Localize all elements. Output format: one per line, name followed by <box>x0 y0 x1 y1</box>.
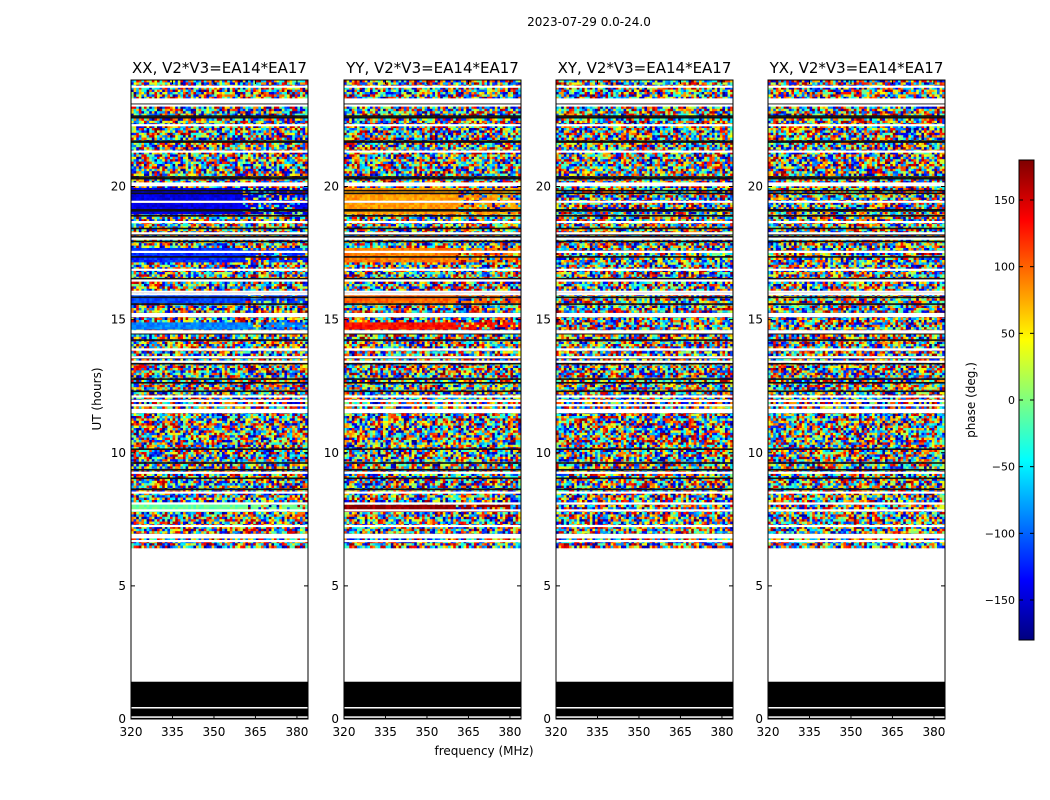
x-tick-label: 380 <box>498 725 521 739</box>
y-tick-label: 5 <box>118 579 126 593</box>
x-tick-label: 350 <box>628 725 651 739</box>
panel-3: XY, V2*V3=EA14*EA17 320 335 350 365 380 0 5 10 15… <box>536 59 734 739</box>
heatmap-cells <box>131 80 308 548</box>
y-tick-label: 10 <box>324 446 339 460</box>
colorbar: −150 −100 −50 0 50 100 150 <box>985 160 1034 640</box>
y-tick-label: 20 <box>748 180 763 194</box>
y-tick-label: 0 <box>118 712 126 726</box>
panel-1: XX, V2*V3=EA14*EA17 320 335 350 365 380 0 5 10 15… <box>111 59 309 739</box>
x-tick-label: 350 <box>203 725 226 739</box>
panel-2: YY, V2*V3=EA14*EA17 320 335 350 365 380 0 5 10 15… <box>324 59 522 739</box>
x-tick-label: 335 <box>374 725 397 739</box>
x-tick-label: 335 <box>798 725 821 739</box>
heatmap-cells <box>344 80 521 548</box>
x-tick-label: 320 <box>120 725 143 739</box>
y-tick-label: 15 <box>111 313 126 327</box>
figure-suptitle: 2023-07-29 0.0-24.0 <box>527 15 651 29</box>
y-tick-label: 5 <box>543 579 551 593</box>
y-tick-label: 20 <box>111 180 126 194</box>
y-tick-label: 15 <box>324 313 339 327</box>
colorbar-label: phase (deg.) <box>964 362 978 438</box>
x-tick-label: 350 <box>840 725 863 739</box>
panel-title: XY, V2*V3=EA14*EA17 <box>558 59 732 77</box>
flagged-region <box>344 682 521 719</box>
colorbar-tick-label: 50 <box>1001 327 1015 340</box>
colorbar-tick-label: 0 <box>1008 394 1015 407</box>
y-tick-label: 10 <box>536 446 551 460</box>
colorbar-tick-label: 150 <box>994 194 1015 207</box>
panel-title: YY, V2*V3=EA14*EA17 <box>345 59 519 77</box>
x-axis-label: frequency (MHz) <box>434 744 533 758</box>
x-tick-label: 365 <box>881 725 904 739</box>
panel-title: YX, V2*V3=EA14*EA17 <box>769 59 944 77</box>
x-tick-label: 335 <box>161 725 184 739</box>
colorbar-tick-label: −50 <box>992 461 1015 474</box>
x-tick-label: 380 <box>710 725 733 739</box>
flagged-region <box>768 682 945 719</box>
y-axis-label: UT (hours) <box>90 367 104 430</box>
x-tick-label: 320 <box>545 725 568 739</box>
colorbar-tick-label: −150 <box>985 594 1015 607</box>
panel-title: XX, V2*V3=EA14*EA17 <box>132 59 307 77</box>
x-tick-label: 380 <box>285 725 308 739</box>
x-tick-label: 365 <box>669 725 692 739</box>
y-tick-label: 5 <box>331 579 339 593</box>
y-tick-label: 15 <box>536 313 551 327</box>
x-tick-label: 365 <box>244 725 267 739</box>
heatmap-cells <box>556 80 733 548</box>
y-tick-label: 20 <box>324 180 339 194</box>
y-tick-label: 10 <box>748 446 763 460</box>
flagged-region <box>556 682 733 719</box>
y-tick-label: 0 <box>755 712 763 726</box>
x-tick-label: 335 <box>586 725 609 739</box>
colorbar-tick-label: −100 <box>985 527 1015 540</box>
colorbar-tick-label: 100 <box>994 261 1015 274</box>
x-tick-label: 320 <box>757 725 780 739</box>
x-tick-label: 320 <box>333 725 356 739</box>
y-tick-label: 5 <box>755 579 763 593</box>
flagged-region <box>131 682 308 719</box>
x-tick-label: 350 <box>416 725 439 739</box>
x-tick-label: 380 <box>922 725 945 739</box>
y-tick-label: 0 <box>543 712 551 726</box>
heatmap-cells <box>768 80 945 548</box>
y-tick-label: 10 <box>111 446 126 460</box>
y-tick-label: 15 <box>748 313 763 327</box>
y-tick-label: 0 <box>331 712 339 726</box>
panel-4: YX, V2*V3=EA14*EA17 320 335 350 365 380 0 5 10 15… <box>748 59 946 739</box>
panels: XX, V2*V3=EA14*EA17 320 335 350 365 380 0 5 10 15… <box>111 59 946 739</box>
x-tick-label: 365 <box>457 725 480 739</box>
y-tick-label: 20 <box>536 180 551 194</box>
